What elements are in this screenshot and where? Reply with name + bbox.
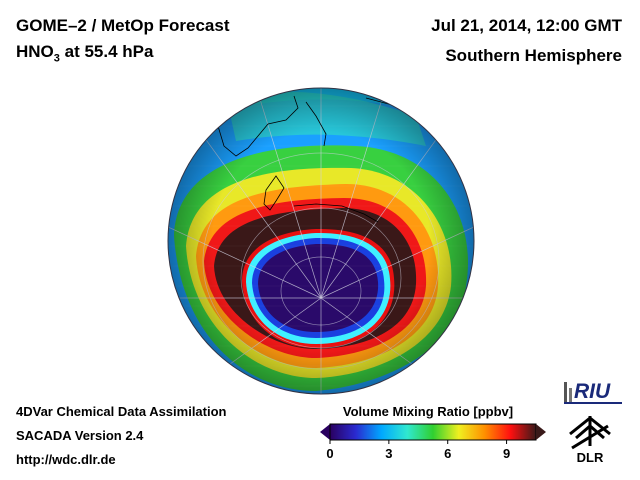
colorbar-max-arrow (536, 424, 546, 440)
assimilation-label: 4DVar Chemical Data Assimilation (16, 404, 227, 419)
colorbar-ticks: 0 3 6 9 (326, 440, 510, 461)
colorbar-tick-label: 6 (444, 446, 451, 461)
map-subtitle: HNO3 at 55.4 hPa (16, 42, 153, 64)
hemisphere-label: Southern Hemisphere (445, 46, 622, 65)
colorbar-min-arrow (320, 424, 330, 440)
species-subscript: 3 (53, 52, 60, 65)
colorbar: 0 3 6 9 (320, 423, 546, 461)
colorbar-tick-label: 0 (326, 446, 333, 461)
colorbar-bar (329, 423, 537, 441)
version-label: SACADA Version 2.4 (16, 428, 144, 443)
forecast-datetime: Jul 21, 2014, 12:00 GMT (431, 16, 622, 35)
colorbar-title: Volume Mixing Ratio [ppbv] (342, 404, 514, 419)
riu-logo-text: RIU (574, 380, 611, 403)
map-title: GOME–2 / MetOp Forecast (16, 16, 230, 35)
pressure-level: at 55.4 hPa (59, 42, 154, 61)
website-link[interactable]: http://wdc.dlr.de (16, 452, 116, 467)
dlr-logo-text: DLR (577, 450, 604, 465)
riu-logo-mark (564, 382, 567, 402)
globe-outline (167, 87, 475, 395)
riu-logo: RIU (564, 380, 622, 404)
dlr-logo-mark (569, 416, 611, 450)
riu-logo-mark (569, 388, 572, 402)
dlr-logo: DLR (569, 416, 611, 465)
riu-logo-underline (564, 402, 622, 404)
hemisphere-map (167, 87, 475, 395)
globe-shading (168, 88, 474, 394)
colorbar-tick-label: 9 (503, 446, 510, 461)
species-label: HNO (16, 42, 54, 61)
colorbar-tick-label: 3 (385, 446, 392, 461)
